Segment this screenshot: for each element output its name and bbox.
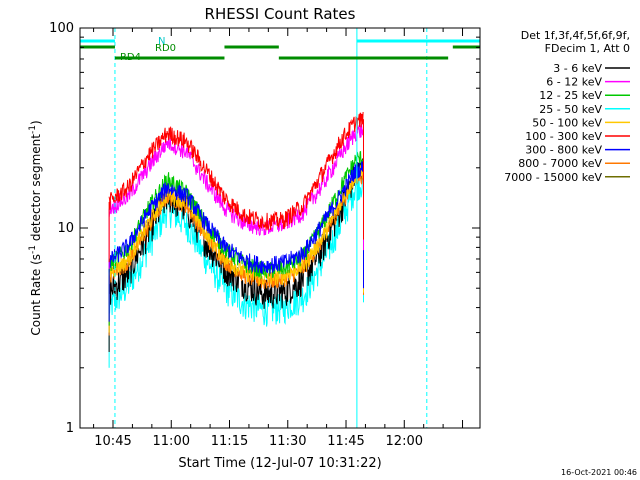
series-traces (108, 111, 364, 368)
y-tick-label: 100 (49, 21, 74, 36)
x-axis-label: Start Time (12-Jul-07 10:31:22) (178, 456, 381, 471)
series-line-100-300-kev (108, 111, 364, 231)
y-tick-label: 10 (57, 221, 74, 236)
legend-label: 7000 - 15000 keV (504, 171, 602, 184)
legend-header-line-2: FDecim 1, Att 0 (545, 42, 630, 55)
legend-label: 25 - 50 keV (539, 103, 602, 116)
y-axis-label-end: ) (29, 120, 43, 125)
status-bar-label-n: N (158, 36, 165, 47)
footer-timestamp: 16-Oct-2021 00:46 (561, 468, 637, 477)
vertical-markers (114, 28, 428, 428)
status-bar-label-rd4: RD4 (120, 52, 141, 63)
x-tick-label: 11:15 (211, 434, 248, 449)
status-bar-label-rd0: RD0 (155, 43, 176, 54)
x-tick-label: 10:45 (94, 434, 131, 449)
legend-label: 800 - 7000 keV (518, 157, 602, 170)
y-axis-label-sup1: -1 (28, 245, 38, 254)
y-axis-label-sup2: -1 (28, 125, 38, 134)
series-line-50-100-kev (108, 164, 364, 286)
y-axis-ticks: 1 10 100 (49, 21, 480, 436)
series-line-300-800-kev (108, 160, 364, 274)
chart-title: RHESSI Count Rates (205, 5, 356, 23)
legend-header-line-1: Det 1f,3f,4f,5f,6f,9f, (521, 29, 630, 42)
legend-label: 50 - 100 keV (532, 116, 602, 129)
y-tick-label: 1 (66, 421, 74, 436)
legend-label: 12 - 25 keV (539, 89, 602, 102)
y-axis-label: Count Rate (s-1 detector segment-1) (28, 120, 43, 335)
x-axis-ticks: 10:45 11:00 11:15 11:30 11:45 12:00 (93, 28, 464, 449)
legend-label: 100 - 300 keV (525, 130, 602, 143)
x-tick-label: 11:45 (327, 434, 364, 449)
y-axis-label-main: Count Rate (s (29, 254, 43, 336)
x-tick-label: 11:30 (269, 434, 306, 449)
legend-label: 6 - 12 keV (546, 76, 602, 89)
y-axis-label-mid: detector segment (29, 134, 43, 245)
x-tick-label: 12:00 (386, 434, 423, 449)
legend-label: 3 - 6 keV (553, 62, 602, 75)
legend-label: 300 - 800 keV (525, 144, 602, 157)
x-tick-label: 11:00 (153, 434, 190, 449)
